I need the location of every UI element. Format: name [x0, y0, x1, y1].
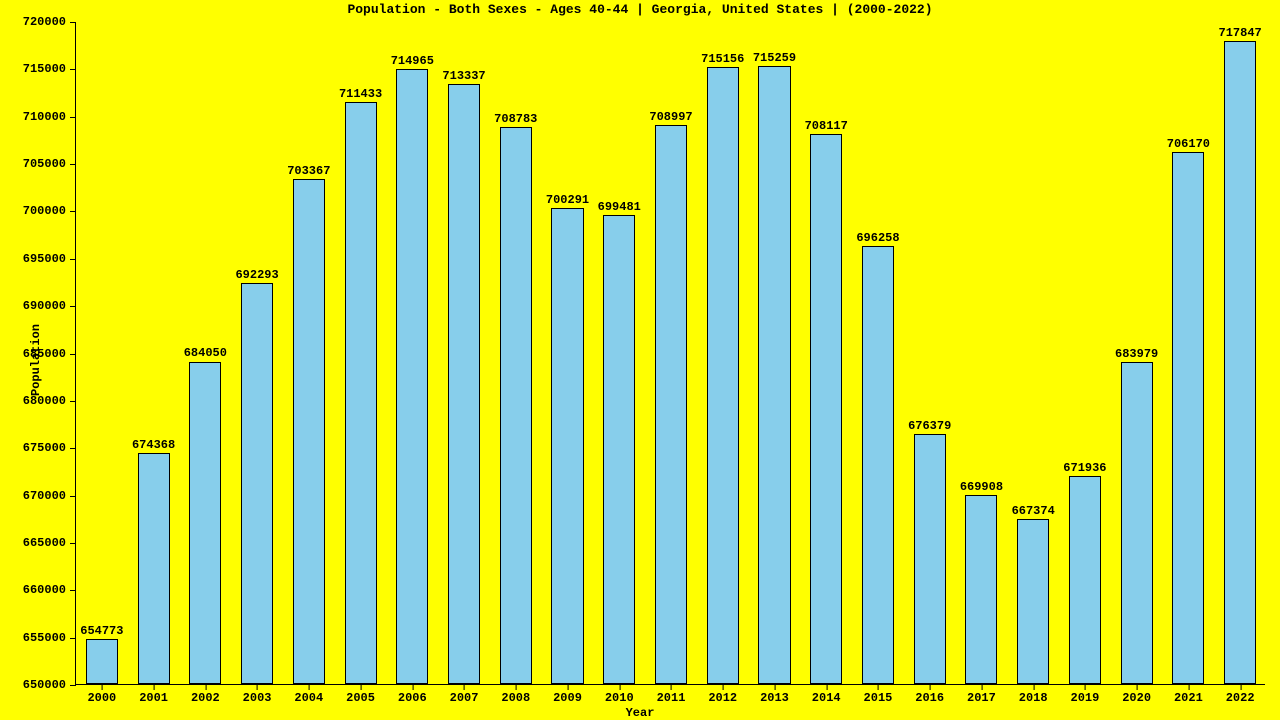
bar [189, 362, 221, 685]
bar-value-label: 676379 [908, 420, 951, 432]
bar [138, 453, 170, 684]
x-tick-label: 2004 [294, 684, 323, 704]
bar [707, 67, 739, 684]
x-tick-label: 2021 [1174, 684, 1203, 704]
x-tick-label: 2001 [139, 684, 168, 704]
y-tick-label: 715000 [23, 63, 76, 75]
y-tick-label: 660000 [23, 584, 76, 596]
x-tick-label: 2006 [398, 684, 427, 704]
bar-value-label: 711433 [339, 88, 382, 100]
bar [810, 134, 842, 684]
chart-title: Population - Both Sexes - Ages 40-44 | G… [0, 2, 1280, 17]
bar [448, 84, 480, 684]
x-axis-label: Year [0, 706, 1280, 720]
bar [500, 127, 532, 684]
bar [241, 283, 273, 684]
y-tick-label: 695000 [23, 253, 76, 265]
x-tick-label: 2008 [501, 684, 530, 704]
bar-value-label: 708997 [649, 111, 692, 123]
bar-value-label: 684050 [184, 347, 227, 359]
x-tick-label: 2013 [760, 684, 789, 704]
bar-value-label: 674368 [132, 439, 175, 451]
x-tick-label: 2007 [450, 684, 479, 704]
bar [345, 102, 377, 684]
bar-value-label: 706170 [1167, 138, 1210, 150]
y-tick-label: 665000 [23, 537, 76, 549]
x-tick-label: 2005 [346, 684, 375, 704]
y-tick-label: 650000 [23, 679, 76, 691]
bar-value-label: 696258 [856, 232, 899, 244]
x-tick-label: 2012 [708, 684, 737, 704]
y-tick-label: 655000 [23, 632, 76, 644]
x-tick-label: 2020 [1122, 684, 1151, 704]
x-tick-label: 2015 [864, 684, 893, 704]
x-tick-label: 2019 [1071, 684, 1100, 704]
x-tick-label: 2016 [915, 684, 944, 704]
x-tick-label: 2017 [967, 684, 996, 704]
bar-value-label: 700291 [546, 194, 589, 206]
x-tick-label: 2002 [191, 684, 220, 704]
bar-value-label: 692293 [235, 269, 278, 281]
bar [1224, 41, 1256, 684]
bar [1172, 152, 1204, 684]
bar-value-label: 717847 [1219, 27, 1262, 39]
x-tick-label: 2018 [1019, 684, 1048, 704]
bar [396, 69, 428, 684]
bar-value-label: 708117 [805, 120, 848, 132]
bar [1121, 362, 1153, 684]
bar-value-label: 671936 [1063, 462, 1106, 474]
y-tick-label: 705000 [23, 158, 76, 170]
bar [293, 179, 325, 684]
x-tick-label: 2009 [553, 684, 582, 704]
bar [914, 434, 946, 684]
y-tick-label: 700000 [23, 205, 76, 217]
x-tick-label: 2000 [87, 684, 116, 704]
bar [965, 495, 997, 684]
bar [1069, 476, 1101, 684]
bar [603, 215, 635, 684]
y-tick-label: 675000 [23, 442, 76, 454]
bar-value-label: 708783 [494, 113, 537, 125]
population-bar-chart: Population - Both Sexes - Ages 40-44 | G… [0, 0, 1280, 720]
bar-value-label: 669908 [960, 481, 1003, 493]
x-tick-label: 2011 [657, 684, 686, 704]
x-tick-label: 2022 [1226, 684, 1255, 704]
bar-value-label: 699481 [598, 201, 641, 213]
x-tick-label: 2010 [605, 684, 634, 704]
bar-value-label: 714965 [391, 55, 434, 67]
bar [551, 208, 583, 684]
bar-value-label: 715156 [701, 53, 744, 65]
bar-value-label: 667374 [1012, 505, 1055, 517]
y-tick-label: 720000 [23, 16, 76, 28]
x-tick-label: 2003 [243, 684, 272, 704]
x-tick-label: 2014 [812, 684, 841, 704]
bar [862, 246, 894, 684]
bar [758, 66, 790, 684]
y-tick-label: 670000 [23, 490, 76, 502]
plot-area: 6500006550006600006650006700006750006800… [75, 22, 1265, 685]
bar-value-label: 703367 [287, 165, 330, 177]
bar-value-label: 713337 [442, 70, 485, 82]
bar [1017, 519, 1049, 684]
y-tick-label: 710000 [23, 111, 76, 123]
y-tick-label: 685000 [23, 348, 76, 360]
y-tick-label: 690000 [23, 300, 76, 312]
bar-value-label: 683979 [1115, 348, 1158, 360]
bar-value-label: 715259 [753, 52, 796, 64]
y-tick-label: 680000 [23, 395, 76, 407]
bar [655, 125, 687, 684]
bar-value-label: 654773 [80, 625, 123, 637]
bar [86, 639, 118, 684]
